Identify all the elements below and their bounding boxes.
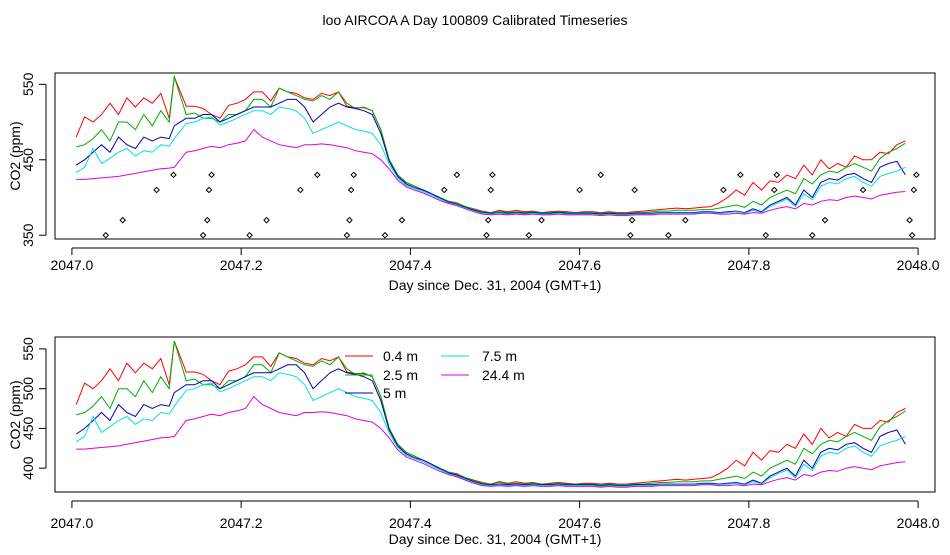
point-marker — [440, 186, 448, 194]
point-marker — [381, 231, 389, 239]
top-point-markers — [102, 171, 920, 239]
legend-label: 7.5 m — [482, 348, 517, 364]
point-marker — [208, 171, 215, 179]
point-marker — [538, 216, 545, 224]
top-y-axis-label: CO2 (ppm) — [7, 121, 23, 190]
point-marker — [350, 171, 357, 179]
legend-label: 0.4 m — [383, 348, 418, 364]
top-plot-box — [54, 72, 936, 240]
top-x-axis-label: Day since Dec. 31, 2004 (GMT+1) — [389, 277, 602, 293]
x-tick-label: 2047.2 — [220, 257, 263, 273]
point-marker — [576, 186, 583, 194]
series-line-7-5-mm — [75, 372, 906, 487]
point-marker — [483, 231, 490, 239]
point-marker — [665, 231, 672, 239]
y-tick-label: 400 — [20, 456, 36, 480]
y-tick-label: 550 — [20, 72, 36, 96]
point-marker — [487, 186, 495, 194]
point-marker — [770, 186, 778, 194]
top-panel: 2047.0 2047.2 2047.4 2047.6 2047.8 2048.0 350… — [7, 72, 940, 293]
x-tick-label: 2047.6 — [558, 257, 601, 273]
legend-label: 5 m — [383, 385, 406, 401]
x-tick-label: 2048.0 — [897, 257, 940, 273]
x-tick-label: 2048.0 — [897, 515, 940, 531]
bottom-y-axis-label: CO2 (ppm) — [7, 380, 23, 449]
point-marker — [720, 186, 727, 194]
point-marker — [809, 231, 816, 239]
x-tick-label: 2047.8 — [727, 515, 770, 531]
point-marker — [525, 231, 533, 239]
point-marker — [102, 231, 110, 239]
legend-label: 24.4 m — [482, 367, 525, 383]
bottom-panel: 2047.0 2047.2 2047.4 2047.6 2047.8 2048.0 400… — [7, 336, 940, 547]
point-marker — [908, 231, 916, 239]
point-marker — [204, 216, 211, 224]
series-line-7-5-mm — [75, 106, 906, 216]
point-marker — [398, 216, 406, 224]
point-marker — [906, 216, 913, 224]
point-marker — [199, 231, 207, 239]
point-marker — [913, 171, 920, 179]
top-y-axis: 350 450 550 — [20, 72, 47, 247]
point-marker — [762, 231, 770, 239]
point-marker — [484, 216, 492, 224]
bottom-series-group — [75, 340, 906, 488]
top-x-axis: 2047.0 2047.2 2047.4 2047.6 2047.8 2048.0 — [51, 247, 940, 273]
x-tick-label: 2047.6 — [558, 515, 601, 531]
point-marker — [347, 186, 355, 194]
point-marker — [628, 216, 636, 224]
series-line-5-mm — [75, 98, 906, 215]
point-marker — [737, 171, 744, 179]
point-marker — [821, 216, 829, 224]
series-line-24-4-mm — [76, 128, 906, 217]
point-marker — [205, 186, 213, 194]
point-marker — [859, 186, 867, 194]
y-tick-label: 550 — [20, 337, 36, 361]
point-marker — [773, 171, 781, 179]
point-marker — [314, 171, 321, 179]
point-marker — [631, 186, 638, 194]
point-marker — [627, 231, 634, 239]
point-marker — [297, 186, 304, 194]
top-series-group — [75, 74, 906, 217]
series-line-24-4-mm — [76, 395, 906, 488]
point-marker — [597, 171, 605, 179]
x-tick-label: 2047.0 — [51, 257, 94, 273]
point-marker — [910, 186, 918, 194]
y-tick-label: 450 — [20, 417, 36, 441]
x-tick-label: 2047.4 — [389, 515, 432, 531]
point-marker — [153, 186, 160, 194]
bottom-y-axis: 400 450 500 550 — [20, 337, 47, 480]
x-tick-label: 2047.2 — [220, 515, 263, 531]
point-marker — [119, 216, 126, 224]
figure-title: loo AIRCOA A Day 100809 Calibrated Times… — [322, 12, 627, 28]
y-tick-label: 350 — [20, 223, 36, 247]
x-tick-label: 2047.4 — [389, 257, 432, 273]
x-tick-label: 2047.0 — [51, 515, 94, 531]
point-marker — [343, 231, 351, 239]
point-marker — [263, 216, 270, 224]
y-tick-label: 450 — [20, 148, 36, 172]
bottom-plot-box — [54, 336, 936, 493]
bottom-x-axis-label: Day since Dec. 31, 2004 (GMT+1) — [389, 531, 602, 547]
point-marker — [170, 171, 177, 179]
point-marker — [346, 216, 353, 224]
point-marker — [246, 231, 253, 239]
legend-label: 2.5 m — [383, 367, 418, 383]
bottom-x-axis: 2047.0 2047.2 2047.4 2047.6 2047.8 2048.0 — [51, 500, 940, 531]
y-tick-label: 500 — [20, 377, 36, 401]
legend: 0.4 m 2.5 m 5 m 7.5 m 24.4 m — [345, 348, 525, 401]
point-marker — [682, 216, 689, 224]
point-marker — [453, 171, 461, 179]
point-marker — [489, 171, 496, 179]
series-line-5-mm — [75, 364, 906, 487]
x-tick-label: 2047.8 — [727, 257, 770, 273]
